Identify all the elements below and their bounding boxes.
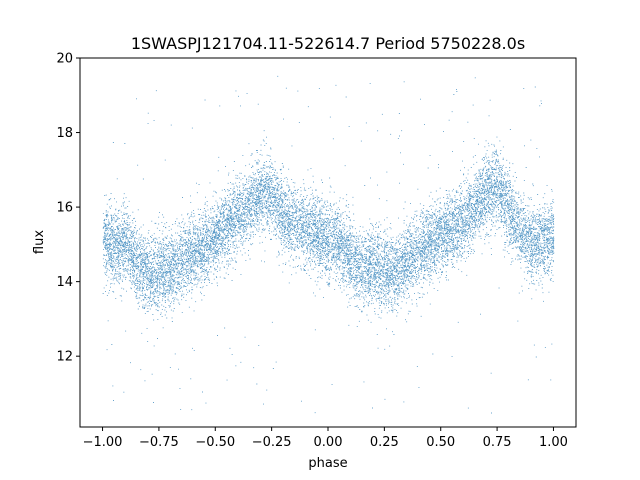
x-tick-label: −0.75 xyxy=(139,435,179,450)
y-tick-label: 20 xyxy=(56,52,73,67)
x-tick-label: 1.00 xyxy=(539,435,568,450)
chart-title: 1SWASPJ121704.11-522614.7 Period 5750228… xyxy=(131,34,525,53)
x-tick-label: 0.25 xyxy=(370,435,399,450)
y-tick-label: 12 xyxy=(56,350,73,365)
y-axis: 12 14 16 18 20 xyxy=(56,52,80,365)
y-axis-label: flux xyxy=(32,230,47,254)
x-tick-label: −1.00 xyxy=(83,435,123,450)
y-tick-label: 18 xyxy=(56,126,73,141)
x-tick-label: 0.75 xyxy=(483,435,512,450)
x-tick-label: 0.50 xyxy=(426,435,455,450)
x-tick-label: −0.50 xyxy=(195,435,235,450)
x-axis: −1.00 −0.75 −0.50 −0.25 0.00 0.25 0.50 0.75 1.00 xyxy=(83,427,568,450)
flux-points xyxy=(102,75,555,414)
y-tick-label: 14 xyxy=(56,275,73,290)
x-tick-label: 0.00 xyxy=(314,435,343,450)
y-tick-label: 16 xyxy=(56,201,73,216)
x-axis-label: phase xyxy=(308,456,347,471)
data-points xyxy=(102,75,555,414)
x-tick-label: −0.25 xyxy=(252,435,292,450)
